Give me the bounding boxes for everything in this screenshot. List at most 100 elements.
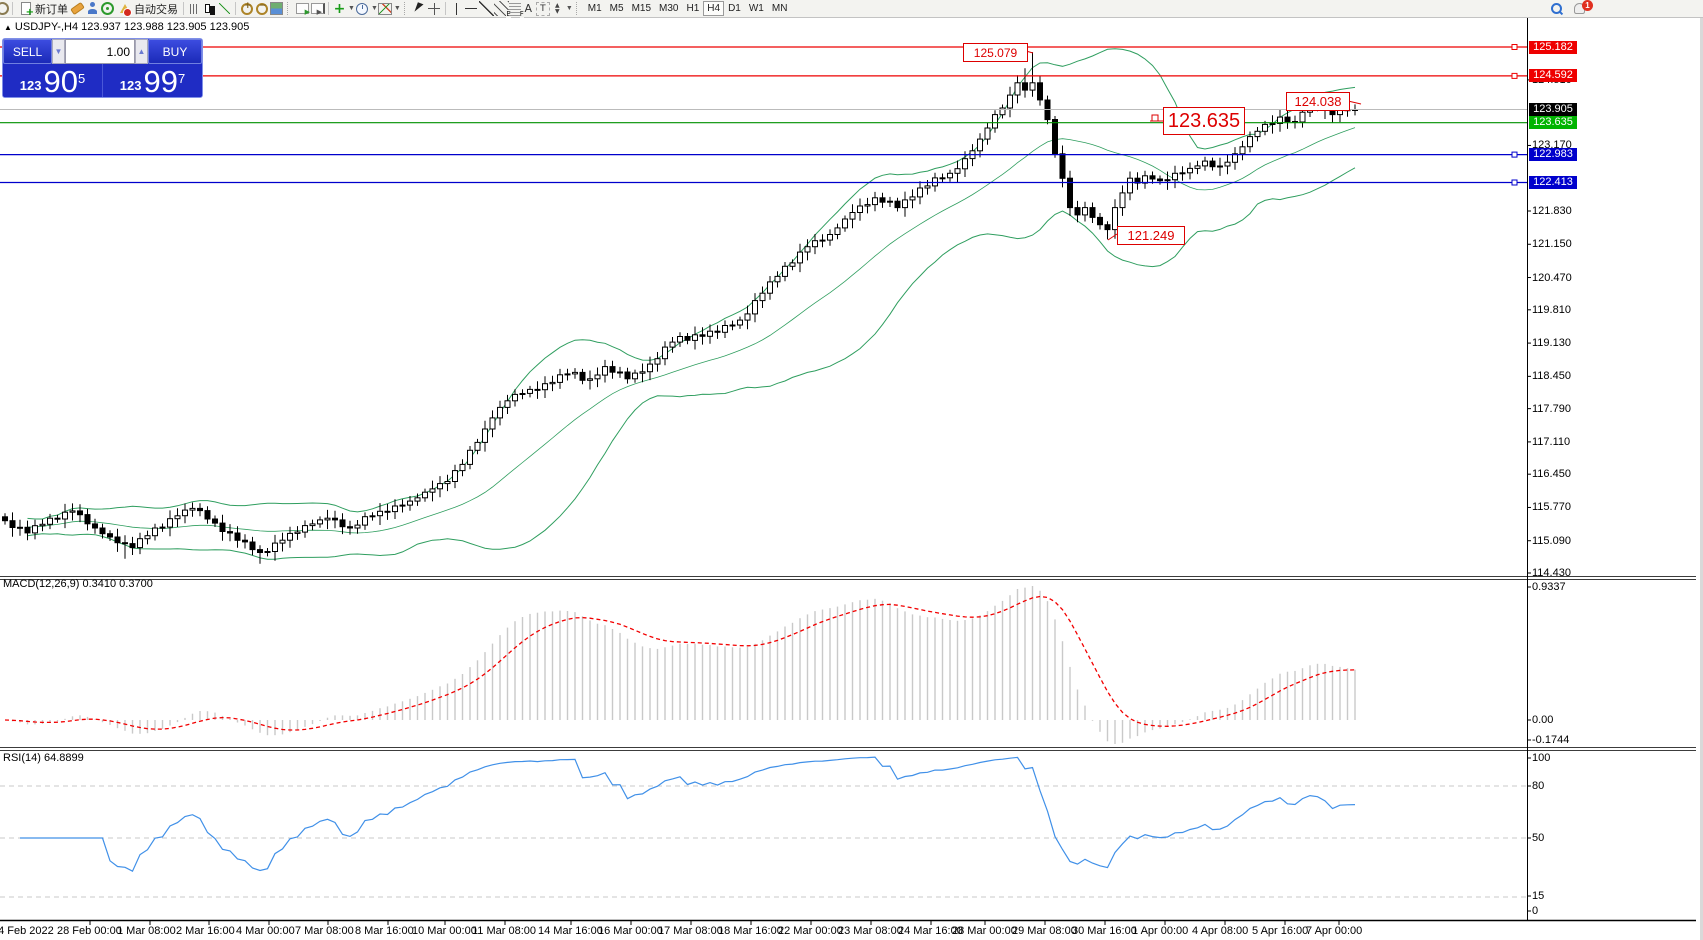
tile-windows-icon[interactable] [269, 1, 284, 16]
time-axis-label: 23 Mar 08:00 [838, 925, 903, 937]
timeframe-h4[interactable]: H4 [703, 1, 725, 16]
signal-icon[interactable] [100, 1, 115, 16]
text-label-icon[interactable] [535, 1, 550, 16]
macd-axis-label: 0.00 [1532, 714, 1554, 726]
bollinger-bands [27, 48, 1356, 560]
macd-signal-line [4, 595, 1356, 731]
bar-chart-icon[interactable] [187, 1, 202, 16]
timeframe-m1[interactable]: M1 [584, 1, 606, 16]
periods-icon[interactable] [355, 1, 370, 16]
equidistant-channel-icon[interactable] [493, 1, 511, 18]
price-axis-tick: 117.790 [1532, 403, 1571, 415]
arrows-icon[interactable] [550, 1, 565, 16]
price-axis-tick: 121.830 [1532, 205, 1572, 217]
chevron-down-icon[interactable]: ▼ [348, 5, 355, 12]
volume-decrease-button[interactable]: ▼ [52, 39, 65, 64]
candle-chart-icon[interactable] [202, 1, 217, 16]
macd-axis-label: 0.9337 [1532, 581, 1566, 593]
separator [12, 2, 13, 15]
price-axis-tick: 119.130 [1532, 337, 1571, 349]
timeframe-m30[interactable]: M30 [655, 1, 682, 16]
price-annotation[interactable]: 121.249 [1117, 226, 1185, 245]
new-order-icon [18, 1, 34, 18]
buy-price-main: 99 [143, 64, 178, 98]
auto-trading-button[interactable]: 自动交易 [115, 1, 180, 17]
chevron-down-icon[interactable]: ▼ [370, 5, 378, 12]
buy-button[interactable]: BUY [148, 39, 202, 64]
zoom-in-icon[interactable] [239, 1, 254, 16]
rsi-axis-label: 0 [1532, 905, 1539, 917]
time-axis-label: 24 Mar 16:00 [898, 925, 963, 937]
window-edge [1700, 0, 1703, 940]
timeframe-w1[interactable]: W1 [745, 1, 768, 16]
symbol-header[interactable]: ▲ USDJPY-,H4 123.937 123.988 123.905 123.… [4, 21, 249, 33]
buy-price-sup: 7 [177, 71, 186, 86]
chevron-down-icon[interactable]: ▼ [565, 5, 573, 12]
price-axis-tick: 117.110 [1532, 436, 1571, 448]
time-axis-label: 14 Mar 16:00 [538, 925, 603, 937]
timeframe-h1[interactable]: H1 [682, 1, 703, 16]
price-axis-tick: 115.770 [1532, 501, 1571, 513]
buy-price[interactable]: 123 99 7 [103, 64, 202, 97]
separator [235, 2, 236, 15]
time-axis-label: 1 Apr 00:00 [1132, 925, 1189, 937]
crayon-icon[interactable] [70, 1, 85, 16]
rsi-label: RSI(14) 64.8899 [3, 752, 84, 764]
new-order-button[interactable]: 新订单 [16, 1, 70, 19]
price-axis-tick: 114.430 [1532, 567, 1571, 579]
time-axis-label: 28 Feb 00:00 [57, 925, 122, 937]
horizontal-line-icon[interactable] [463, 1, 479, 16]
time-axis-label: 29 Mar 08:00 [1012, 925, 1077, 937]
time-axis-label: 18 Mar 16:00 [718, 925, 783, 937]
buy-price-int: 123 [119, 78, 142, 93]
separator [183, 2, 184, 15]
rsi-axis-label: 80 [1532, 780, 1545, 792]
volume-input[interactable] [65, 39, 135, 64]
sell-button[interactable]: SELL [3, 39, 52, 64]
sell-price[interactable]: 123 90 5 [3, 64, 103, 97]
cursor-icon[interactable] [412, 1, 427, 16]
toolbar: 新订单 自动交易 ▼ ▼ ▼ ▼ [0, 0, 1703, 18]
search-icon[interactable] [1549, 1, 1564, 16]
price-axis-tick: 119.810 [1532, 304, 1571, 316]
rsi-axis-label: 100 [1532, 752, 1551, 764]
templates-icon[interactable] [378, 1, 393, 16]
volume-increase-button[interactable]: ▲ [135, 39, 148, 64]
time-axis-label: 24 Feb 2022 [0, 925, 54, 937]
rsi-line [20, 756, 1356, 873]
sell-price-int: 123 [19, 78, 42, 93]
price-annotation[interactable]: 125.079 [963, 43, 1028, 62]
candlesticks [2, 52, 1358, 564]
timeframe-m5[interactable]: M5 [606, 1, 628, 16]
time-axis-label: 7 Mar 08:00 [295, 925, 354, 937]
auto-scroll-icon[interactable] [295, 1, 310, 16]
trendline-icon[interactable] [478, 1, 494, 16]
profile-icon[interactable] [85, 1, 100, 16]
chevron-down-icon[interactable]: ▼ [393, 5, 401, 12]
chart-shift-icon[interactable] [310, 1, 325, 16]
separator [328, 2, 329, 15]
price-annotation[interactable]: 123.635 [1163, 107, 1245, 135]
indicators-icon[interactable] [332, 1, 347, 16]
price-badge: 122.983 [1529, 148, 1577, 161]
toolbar-handle [287, 2, 292, 15]
separator [444, 2, 446, 15]
vertical-line-icon[interactable] [448, 1, 464, 16]
time-axis-label: 10 Mar 00:00 [412, 925, 477, 937]
zoom-out-icon[interactable] [254, 1, 269, 16]
time-axis-label: 8 Mar 16:00 [355, 925, 414, 937]
timeframe-d1[interactable]: D1 [724, 1, 745, 16]
timeframe-m15[interactable]: M15 [628, 1, 655, 16]
fibonacci-icon[interactable] [508, 1, 524, 18]
time-axis-label: 11 Mar 08:00 [472, 925, 537, 937]
crosshair-icon[interactable] [426, 1, 442, 16]
time-axis-label: 17 Mar 08:00 [658, 925, 723, 937]
price-badge: 124.592 [1529, 69, 1577, 82]
timeframe-mn[interactable]: MN [768, 1, 792, 16]
text-icon[interactable] [521, 1, 536, 16]
price-annotation[interactable]: 124.038 [1286, 92, 1350, 111]
line-chart-icon[interactable] [217, 1, 232, 16]
rsi-axis-label: 50 [1532, 832, 1545, 844]
window-icon [0, 1, 9, 16]
collapse-arrow-icon[interactable]: ▲ [4, 23, 12, 32]
